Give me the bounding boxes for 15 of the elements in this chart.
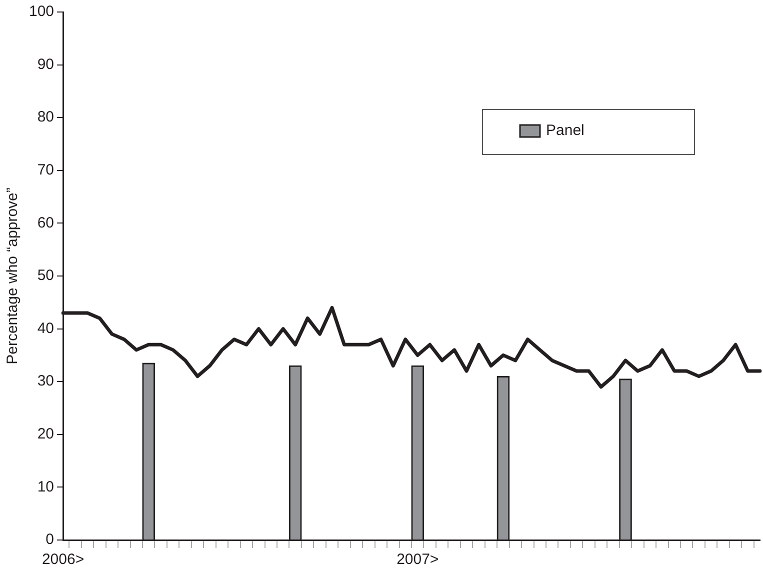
y-tick-label: 30: [37, 372, 54, 390]
y-tick-label: 50: [37, 267, 54, 284]
y-tick-label: 70: [37, 162, 54, 179]
legend-label: Panel: [546, 122, 584, 140]
y-tick-label: 100: [28, 3, 54, 20]
x-tick-label: 2007>: [396, 551, 439, 568]
y-tick-label: 90: [37, 56, 54, 73]
x-tick-label: 2006>: [42, 551, 84, 568]
y-tick-label: 10: [37, 478, 54, 496]
y-tick-label: 0: [46, 531, 54, 548]
y-tick-label: 40: [37, 320, 54, 337]
y-tick-label: 60: [37, 214, 54, 232]
y-axis-title: Percentage who “approve”: [4, 188, 22, 364]
y-tick-label: 80: [37, 108, 54, 126]
y-tick-label: 20: [37, 426, 54, 443]
